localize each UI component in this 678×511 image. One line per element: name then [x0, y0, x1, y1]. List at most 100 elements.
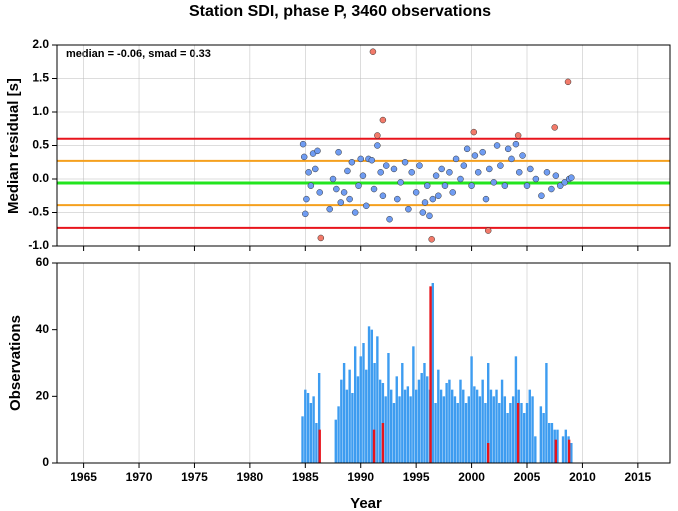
bar: [459, 379, 462, 463]
bar: [348, 369, 351, 463]
bar: [356, 376, 360, 463]
bar: [448, 379, 451, 463]
point: [514, 132, 522, 139]
point: [482, 195, 490, 203]
y-tick-label: 0.5: [32, 138, 49, 152]
x-tick-label: 1985: [292, 470, 319, 484]
bar: [395, 376, 398, 463]
y-tick-label: 0.0: [32, 171, 49, 185]
point: [474, 169, 482, 176]
bar: [365, 369, 368, 463]
bar: [318, 429, 321, 463]
bar: [409, 396, 412, 463]
point: [551, 124, 558, 131]
chart-title: Station SDI, phase P, 3460 observations: [189, 3, 491, 20]
bar: [390, 389, 393, 463]
bar: [437, 369, 440, 463]
bar: [312, 396, 315, 463]
point: [429, 195, 437, 203]
bar: [470, 356, 473, 463]
point: [326, 205, 333, 213]
bar: [431, 283, 434, 463]
bar: [378, 379, 382, 463]
bar: [315, 423, 318, 463]
bar: [554, 439, 558, 463]
bar: [509, 403, 512, 463]
point: [449, 189, 456, 196]
bar: [489, 389, 493, 463]
bar: [539, 406, 543, 463]
bar: [426, 376, 429, 463]
x-tick-label: 1970: [126, 470, 153, 484]
bar: [445, 383, 448, 463]
bar: [456, 403, 459, 463]
bar: [434, 403, 437, 463]
point: [441, 182, 449, 189]
point: [340, 189, 348, 196]
x-tick-label: 1980: [237, 470, 264, 484]
y-tick-label: 1.5: [32, 71, 49, 85]
point: [382, 162, 390, 169]
y-tick-label: 60: [36, 255, 50, 269]
plot-frame: [56, 262, 671, 464]
bar: [464, 403, 468, 463]
bar: [392, 403, 396, 463]
point: [377, 169, 384, 176]
bar: [429, 286, 432, 463]
bar: [564, 429, 568, 463]
bar: [304, 389, 307, 463]
bar: [301, 416, 304, 463]
y-tick-label: 0: [42, 455, 49, 469]
y-tick-label: -1.0: [28, 238, 49, 252]
point: [471, 152, 479, 159]
point: [405, 205, 412, 213]
bar: [495, 389, 498, 463]
bar: [484, 403, 487, 463]
point: [355, 182, 362, 189]
bar: [340, 379, 343, 463]
y-axis-label: Observations: [7, 315, 24, 411]
bar: [511, 396, 515, 463]
point: [346, 195, 353, 203]
point: [470, 128, 478, 136]
point: [423, 182, 431, 189]
bar: [550, 423, 554, 463]
bar: [467, 396, 471, 463]
point: [314, 147, 321, 155]
bar: [506, 413, 509, 463]
point: [523, 182, 531, 189]
point: [432, 172, 440, 179]
bar: [376, 336, 379, 463]
y-tick-label: -0.5: [28, 205, 49, 219]
bar: [500, 379, 504, 463]
bar: [567, 439, 571, 463]
bar: [306, 393, 310, 463]
point: [564, 78, 572, 86]
bar: [362, 343, 365, 463]
point: [515, 169, 523, 176]
bar: [545, 363, 548, 463]
x-tick-label: 1995: [403, 470, 430, 484]
point: [527, 165, 534, 173]
x-tick-label: 2000: [458, 470, 485, 484]
x-tick-label: 1975: [181, 470, 208, 484]
bar: [420, 373, 423, 463]
point: [484, 227, 492, 234]
bar: [417, 379, 421, 463]
y-axis-label: Median residual [s]: [5, 78, 22, 214]
point: [557, 182, 564, 189]
point: [307, 182, 315, 189]
point: [493, 142, 501, 149]
bar: [487, 363, 490, 463]
bar: [561, 436, 565, 463]
point: [374, 132, 381, 139]
bar: [337, 406, 340, 463]
bar: [373, 363, 376, 463]
y-tick-label: 40: [36, 322, 50, 336]
point: [397, 179, 404, 186]
bar: [381, 423, 385, 463]
point: [508, 155, 515, 163]
bar: [475, 389, 479, 463]
point: [357, 155, 364, 163]
